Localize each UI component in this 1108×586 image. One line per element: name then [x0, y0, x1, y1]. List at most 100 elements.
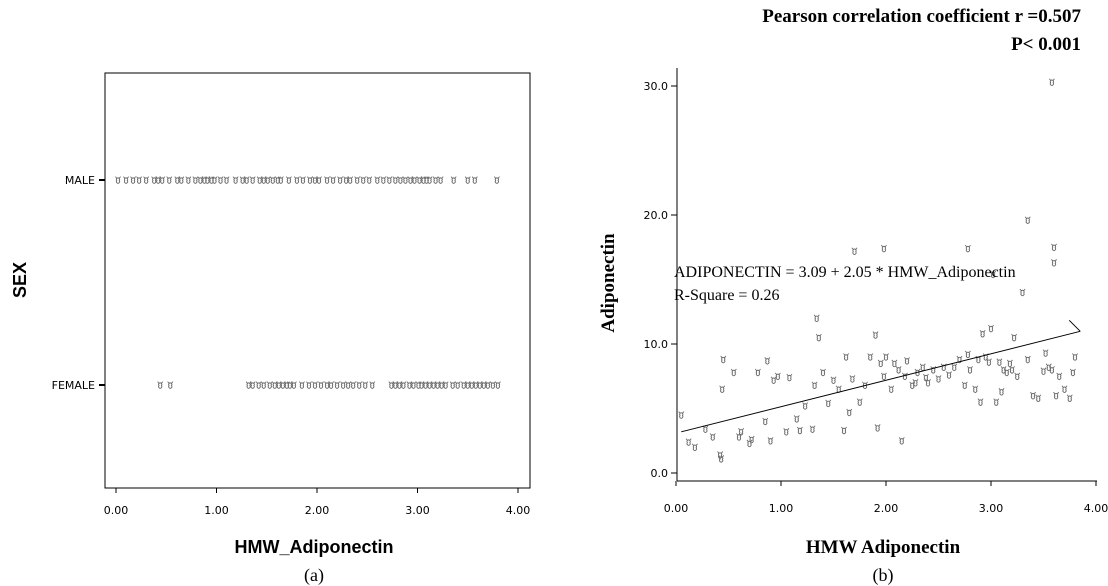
data-point-b — [802, 402, 809, 410]
data-point-b — [1029, 391, 1037, 400]
data-point-b — [945, 371, 953, 379]
data-point-b — [987, 324, 995, 333]
data-point-a — [493, 176, 500, 184]
x-tick-label-a: 1.00 — [204, 504, 229, 517]
data-point-b — [979, 329, 986, 338]
y-axis-label-b: Adiponectin — [598, 233, 619, 333]
plot-frame-a — [104, 72, 531, 489]
data-point-b — [1042, 349, 1049, 357]
data-point-a — [437, 176, 444, 184]
data-point-b — [846, 408, 853, 417]
data-point-b — [1014, 372, 1021, 380]
data-point-b — [966, 365, 974, 374]
data-point-a — [410, 381, 417, 389]
data-point-b — [1003, 368, 1010, 377]
data-point-b — [977, 398, 984, 406]
x-tick-label-b: 2.00 — [874, 502, 899, 515]
data-point-a — [260, 381, 267, 389]
data-point-b — [748, 435, 755, 444]
data-point-a — [290, 381, 297, 389]
data-point-a — [450, 176, 457, 184]
data-point-b — [770, 376, 777, 384]
data-point-a — [243, 176, 250, 184]
data-point-a — [269, 176, 276, 184]
data-point-a — [330, 176, 337, 184]
y-tick-label-a: MALE — [65, 174, 95, 187]
data-point-b — [1053, 391, 1060, 400]
regression-line-end-mark — [1068, 319, 1081, 332]
data-point-b — [961, 381, 968, 389]
data-point-a — [350, 381, 357, 389]
chart-subtitle-b: P< 0.001 — [1011, 34, 1081, 55]
data-point-a — [130, 176, 137, 184]
data-point-b — [1008, 365, 1016, 374]
data-point-b — [898, 436, 905, 445]
data-point-a — [317, 381, 325, 389]
data-point-b — [964, 350, 971, 359]
data-point-a — [299, 176, 306, 184]
data-point-b — [811, 381, 818, 389]
data-point-a — [449, 381, 456, 389]
data-point-b — [685, 438, 692, 446]
data-point-b — [1024, 355, 1031, 364]
data-point-a — [167, 381, 174, 389]
data-point-b — [998, 387, 1005, 396]
data-point-b — [1019, 288, 1026, 297]
data-point-b — [720, 355, 727, 364]
r-square-label: R-Square = 0.26 — [674, 287, 779, 304]
data-point-a — [277, 176, 284, 184]
panel-b: 0.00 1.00 2.00 3.00 4.00 0.0 10.0 20.0 30.0 ADI… — [598, 6, 1108, 586]
data-point-a — [402, 176, 409, 184]
data-point-a — [136, 176, 143, 184]
data-point-a — [143, 176, 150, 184]
data-point-a — [369, 381, 376, 389]
data-point-b — [1061, 385, 1068, 393]
data-point-b — [888, 385, 895, 393]
data-point-b — [1066, 394, 1073, 402]
data-point-b — [809, 425, 816, 433]
data-point-a — [285, 176, 292, 184]
data-point-b — [719, 385, 726, 393]
data-point-b — [872, 331, 879, 339]
x-tick-label-a: 2.00 — [305, 504, 330, 517]
data-point-a — [328, 381, 335, 389]
data-point-a — [362, 381, 369, 389]
data-point-a — [442, 381, 449, 389]
data-point-b — [796, 426, 803, 435]
data-point-b — [830, 376, 837, 384]
data-point-a — [255, 381, 262, 389]
x-tick-label-a: 3.00 — [405, 504, 430, 517]
data-point-b — [1048, 365, 1055, 374]
x-tick-label-b: 0.00 — [664, 502, 689, 515]
data-point-a — [484, 381, 491, 389]
data-point-b — [882, 353, 890, 361]
data-point-a — [356, 381, 363, 389]
data-point-a — [249, 176, 256, 184]
data-point-b — [678, 411, 685, 419]
data-point-b — [964, 244, 971, 253]
data-point-b — [849, 374, 856, 383]
data-point-b — [880, 244, 887, 253]
data-point-b — [1011, 333, 1018, 342]
data-point-b — [867, 353, 874, 361]
data-point-a — [489, 381, 496, 389]
y-tick-label-b: 0.0 — [651, 467, 669, 480]
data-point-b — [924, 378, 932, 387]
data-point-a — [223, 176, 230, 184]
data-point-b — [1040, 367, 1047, 375]
data-point-a — [334, 381, 341, 389]
x-axis-label-a: HMW_Adiponectin — [235, 537, 394, 557]
y-axis-label-a: SEX — [10, 262, 30, 298]
data-point-b — [843, 353, 850, 361]
y-axis-a: MALE FEMALE — [52, 174, 105, 392]
data-point-b — [851, 247, 858, 255]
data-point-b — [819, 368, 827, 377]
data-point-a — [185, 176, 192, 184]
caption-a: (a) — [304, 565, 324, 586]
data-point-a — [494, 381, 501, 389]
data-point-a — [426, 176, 433, 184]
data-point-a — [123, 176, 130, 184]
data-point-b — [874, 424, 881, 432]
data-point-b — [985, 358, 992, 366]
data-point-b — [840, 426, 848, 435]
